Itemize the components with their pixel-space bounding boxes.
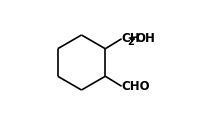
Text: CH: CH [122, 32, 140, 45]
Text: CHO: CHO [122, 80, 150, 93]
Text: OH: OH [135, 32, 155, 45]
Text: 2: 2 [128, 37, 134, 47]
